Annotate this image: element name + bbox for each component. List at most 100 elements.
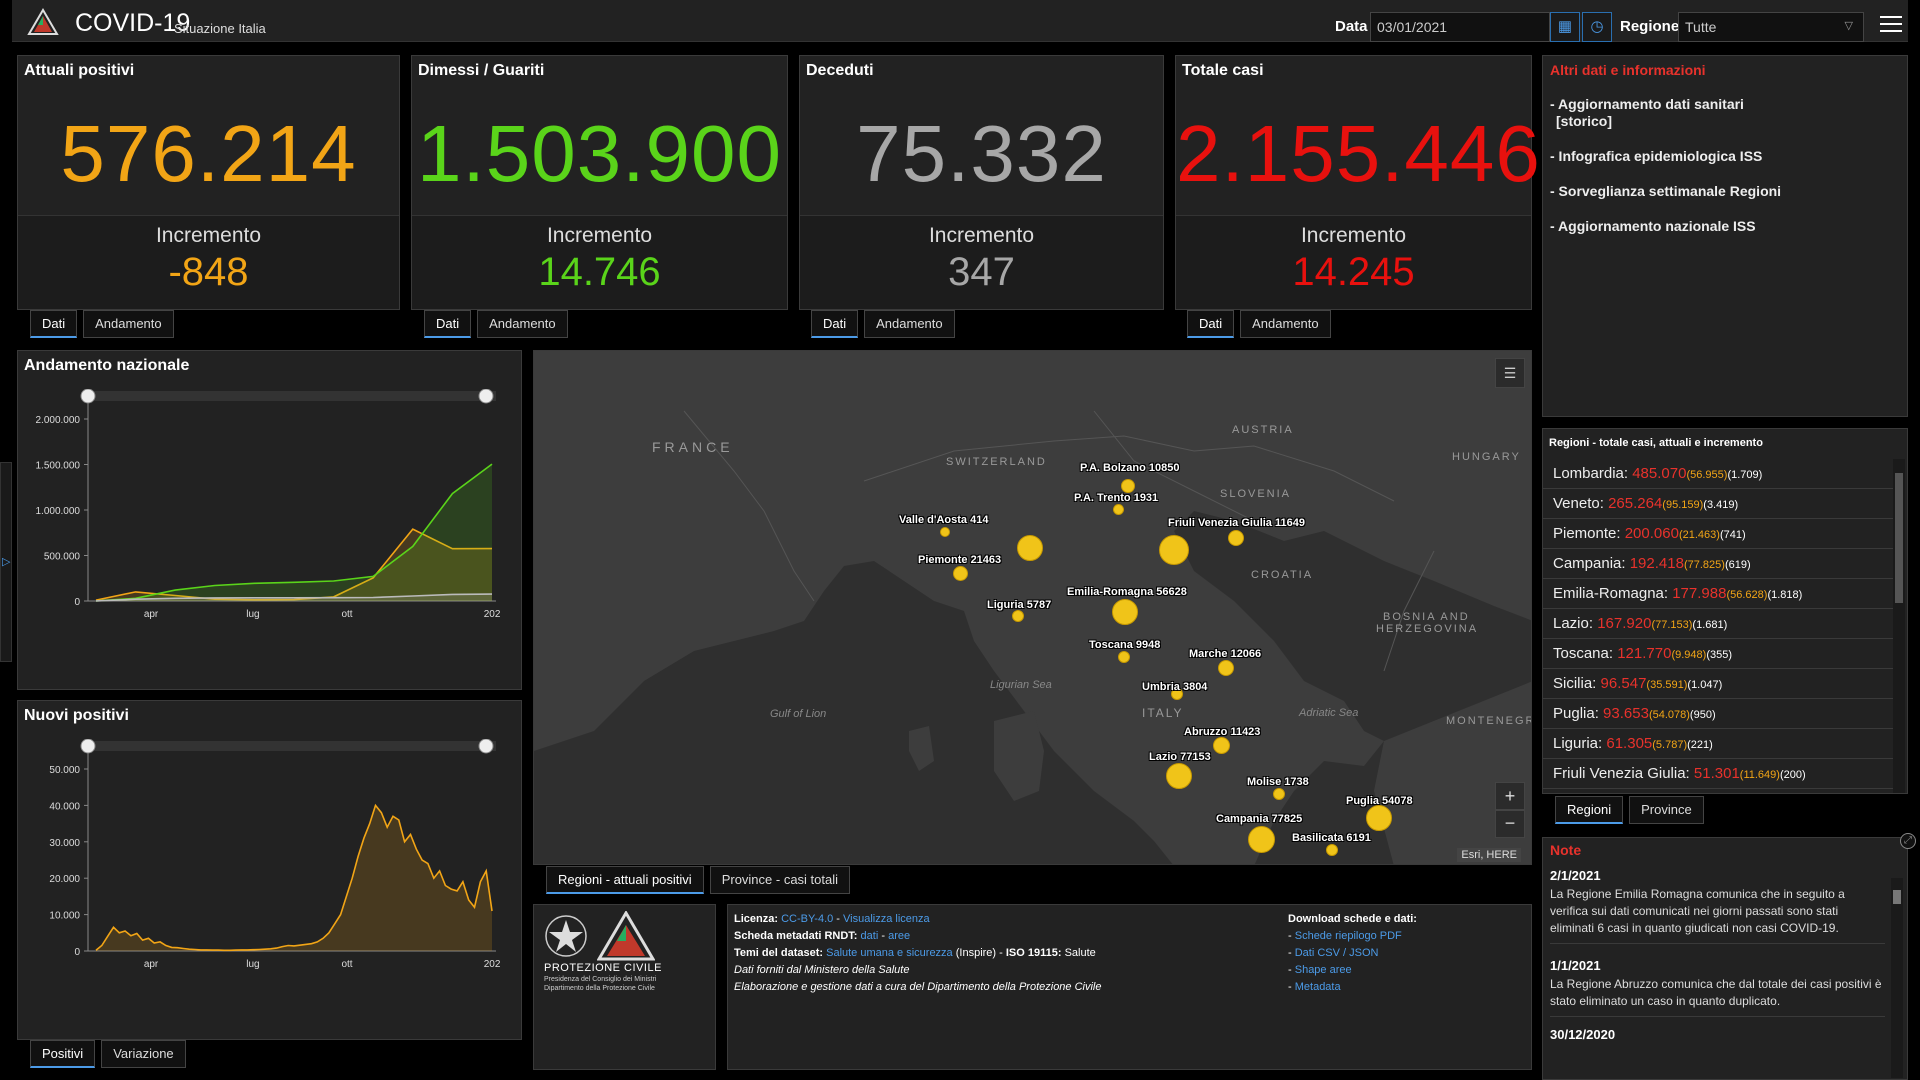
italian-republic-emblem-icon	[545, 915, 587, 957]
footer-themes: Temi del dataset: Salute umana e sicurez…	[734, 945, 1525, 962]
notes-title: Note	[1550, 842, 1582, 858]
card-title: Attuali positivi	[24, 62, 135, 79]
tab-regioni[interactable]: Regioni	[1555, 796, 1624, 824]
region-select[interactable]: Tutte ▽	[1678, 12, 1864, 42]
map-bubble[interactable]	[1248, 826, 1275, 853]
card-totale-casi: Totale casi 2.155.446 Incremento 14.245	[1175, 55, 1540, 310]
link-infografica-iss[interactable]: - Infografica epidemiologica ISS	[1550, 148, 1763, 164]
menu-icon[interactable]	[1880, 13, 1902, 33]
rndt-aree-link[interactable]: aree	[888, 930, 911, 942]
region-incremento: (221)	[1687, 739, 1713, 751]
themes-label: Temi del dataset:	[734, 947, 824, 959]
download-title-text: Download schede e dati:	[1288, 913, 1417, 925]
list-item[interactable]: Friuli Venezia Giulia: 51.301(11.649)(20…	[1543, 759, 1894, 789]
map-label: Valle d'Aosta 414	[899, 514, 989, 526]
regions-title: Regioni - totale casi, attuali e increme…	[1549, 437, 1763, 449]
map-view[interactable]: FRANCE SWITZERLAND AUSTRIA HUNGARY SLOVE…	[533, 350, 1532, 865]
themes-link[interactable]: Salute umana e sicurezza	[826, 947, 953, 959]
map-bubble[interactable]	[1159, 535, 1189, 565]
download-section: Download schede e dati: - Schede riepilo…	[1288, 911, 1417, 996]
link-aggiornamento-iss[interactable]: - Aggiornamento nazionale ISS	[1550, 218, 1756, 234]
list-item[interactable]: Liguria: 61.305(5.787)(221)	[1543, 729, 1894, 759]
link-aggiornamento-dati[interactable]: - Aggiornamento dati sanitari	[1550, 96, 1744, 112]
map-bubble[interactable]	[1166, 763, 1192, 789]
map-bubble[interactable]	[1273, 788, 1285, 800]
region-incremento: (1.047)	[1687, 679, 1723, 691]
tab-andamento[interactable]: Andamento	[864, 310, 955, 338]
license-link[interactable]: CC-BY-4.0	[781, 913, 834, 925]
card-increment-box: Incremento 14.746	[412, 215, 787, 309]
list-item[interactable]: Puglia: 93.653(54.078)(950)	[1543, 699, 1894, 729]
app-subtitle: Situazione Italia	[174, 21, 266, 36]
download-link-shape[interactable]: Shape aree	[1294, 964, 1352, 976]
zoom-out-icon[interactable]: −	[1495, 810, 1525, 838]
region-attuali: (56.628)	[1726, 589, 1768, 601]
map-bubble[interactable]	[1366, 805, 1392, 831]
region-total: 167.920	[1597, 615, 1652, 632]
tab-positivi[interactable]: Positivi	[30, 1040, 96, 1068]
list-item[interactable]: Sicilia: 96.547(35.591)(1.047)	[1543, 669, 1894, 699]
map-bubble[interactable]	[1218, 660, 1234, 676]
calendar-icon[interactable]: ▦	[1550, 12, 1580, 42]
tab-dati[interactable]: Dati	[811, 310, 859, 338]
date-input[interactable]: 03/01/2021	[1370, 12, 1550, 42]
tab-andamento[interactable]: Andamento	[477, 310, 568, 338]
expand-icon[interactable]: ⤢	[1900, 833, 1916, 849]
tab-province-casi-totali[interactable]: Province - casi totali	[709, 866, 851, 894]
list-item[interactable]: Toscana: 121.770(9.948)(355)	[1543, 639, 1894, 669]
map-bubble[interactable]	[1171, 688, 1183, 700]
info-title: Altri dati e informazioni	[1550, 62, 1706, 78]
scrollbar[interactable]	[1891, 878, 1903, 1078]
download-link-csv[interactable]: Dati CSV / JSON	[1294, 947, 1379, 959]
regions-list[interactable]: Lombardia: 485.070(56.955)(1.709) Veneto…	[1543, 459, 1894, 793]
view-license-link[interactable]: Visualizza licenza	[843, 913, 930, 925]
card-dimessi-guariti: Dimessi / Guariti 1.503.900 Incremento 1…	[411, 55, 788, 310]
map-bubble[interactable]	[1012, 610, 1024, 622]
list-item[interactable]: Lombardia: 485.070(56.955)(1.709)	[1543, 459, 1894, 489]
region-name: Liguria:	[1553, 735, 1603, 752]
link-sorveglianza-regioni[interactable]: - Sorveglianza settimanale Regioni	[1550, 183, 1782, 199]
tab-dati[interactable]: Dati	[424, 310, 472, 338]
map-bubble[interactable]	[1326, 844, 1338, 856]
tab-province[interactable]: Province	[1629, 796, 1704, 824]
map-bubble[interactable]	[1112, 599, 1138, 625]
map-bubble[interactable]	[1118, 651, 1130, 663]
tab-dati[interactable]: Dati	[1187, 310, 1235, 338]
region-incremento: (200)	[1779, 769, 1806, 781]
scrollbar[interactable]	[1893, 459, 1905, 793]
scrollbar-thumb[interactable]	[1895, 473, 1903, 603]
side-drawer-handle[interactable]: ▷	[0, 462, 12, 662]
legend-list-icon[interactable]: ☰	[1495, 358, 1525, 388]
download-link-pdf[interactable]: Schede riepilogo PDF	[1294, 930, 1402, 942]
map-label: P.A. Trento 1931	[1074, 492, 1159, 504]
chevron-right-icon: ▷	[2, 556, 11, 568]
map-bubble[interactable]	[1017, 535, 1043, 561]
tab-variazione[interactable]: Variazione	[101, 1040, 186, 1068]
download-item: - Schede riepilogo PDF	[1288, 930, 1402, 942]
tab-regioni-attuali-positivi[interactable]: Regioni - attuali positivi	[546, 866, 704, 894]
map-bubble[interactable]	[940, 527, 950, 537]
map-bubble[interactable]	[953, 566, 968, 581]
region-total: 265.264	[1608, 495, 1663, 512]
map-bubble[interactable]	[1113, 504, 1124, 515]
link-storico[interactable]: [storico]	[1556, 113, 1612, 129]
list-item[interactable]: Emilia-Romagna: 177.988(56.628)(1.818)	[1543, 579, 1894, 609]
zoom-in-icon[interactable]: +	[1495, 782, 1525, 810]
map-country-label: BOSNIA AND	[1383, 611, 1470, 623]
map-bubble[interactable]	[1213, 737, 1230, 754]
list-item[interactable]: Piemonte: 200.060(21.463)(741)	[1543, 519, 1894, 549]
map-bubble[interactable]	[1121, 479, 1135, 493]
list-item[interactable]: Campania: 192.418(77.825)(619)	[1543, 549, 1894, 579]
tab-dati[interactable]: Dati	[30, 310, 78, 338]
tab-andamento[interactable]: Andamento	[1240, 310, 1331, 338]
region-attuali: (9.948)	[1671, 649, 1707, 661]
rndt-dati-link[interactable]: dati	[860, 930, 879, 942]
list-item[interactable]: Veneto: 265.264(95.159)(3.419)	[1543, 489, 1894, 519]
clock-icon[interactable]: ◷	[1582, 12, 1612, 42]
scrollbar-thumb[interactable]	[1893, 890, 1901, 904]
list-item[interactable]: Lazio: 167.920(77.153)(1.681)	[1543, 609, 1894, 639]
tab-andamento[interactable]: Andamento	[83, 310, 174, 338]
download-link-metadata[interactable]: Metadata	[1294, 981, 1341, 993]
card-increment-box: Incremento 14.245	[1176, 215, 1531, 309]
map-bubble[interactable]	[1228, 530, 1244, 546]
